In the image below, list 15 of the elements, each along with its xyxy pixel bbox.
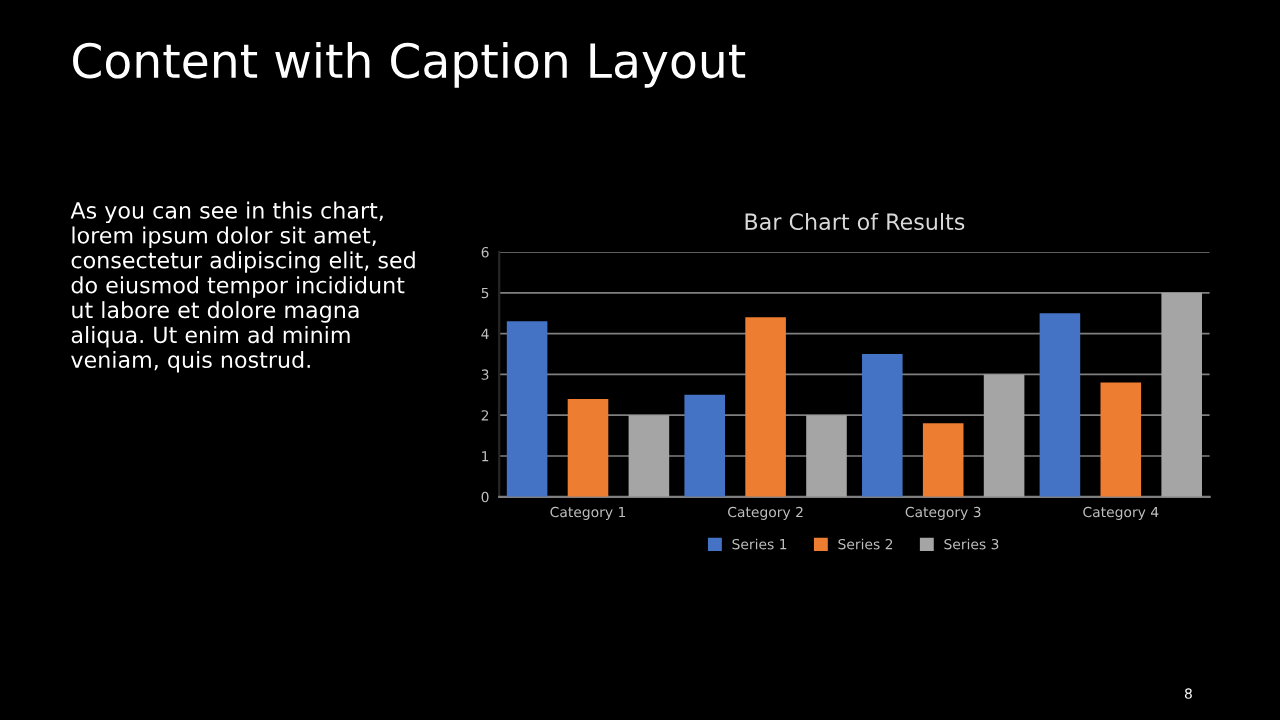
bar	[862, 354, 903, 497]
bar	[684, 394, 726, 497]
text: Content with Caption Layout	[73, 41, 746, 88]
text: As you can see in this chart, lorem ipsum dolor sit amet, consectetur adipiscing elit, sed do eiusmod tempor incididunt ut labore et dolore magna aliqua. Ut enim ad minim veniam, quis nostrud.	[70, 201, 415, 373]
bar	[506, 321, 548, 497]
bar	[1100, 382, 1142, 497]
bar	[922, 423, 964, 497]
bar	[1039, 313, 1081, 497]
bar	[1161, 292, 1202, 497]
bar	[567, 398, 609, 497]
chart-title: Bar Chart of Results	[745, 212, 965, 231]
bar	[745, 317, 786, 497]
bar	[983, 374, 1025, 497]
bar	[806, 415, 847, 497]
bar	[628, 415, 670, 497]
